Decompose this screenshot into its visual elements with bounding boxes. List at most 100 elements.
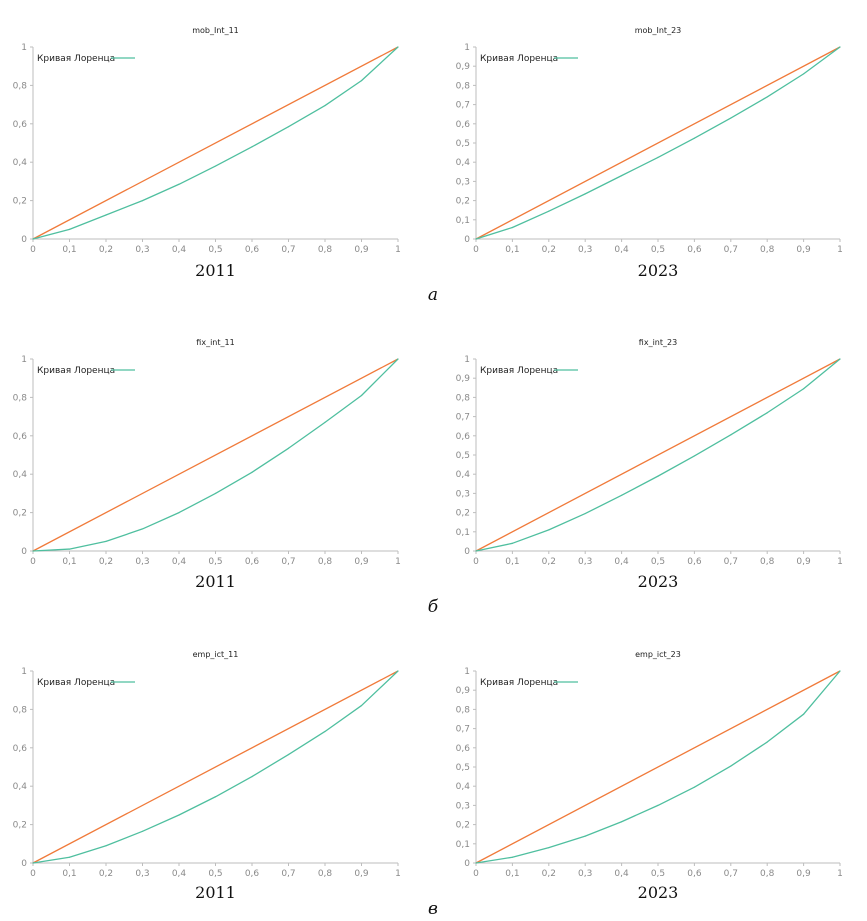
y-tick-label: 0 (21, 547, 27, 557)
chart-emp_ict_11: emp_ict_11 0 0,2 0,4 0,6 0,8 1 0 0,1 0,2 0,3 0,4 0,5… (13, 650, 401, 902)
x-tick-label: 0,1 (62, 869, 76, 879)
lorenz-curve-point (584, 512, 586, 515)
lorenz-curve-point (730, 117, 732, 119)
lorenz-curve-point (657, 475, 659, 477)
lorenz-curve-point (584, 193, 586, 195)
x-tick-label: 0,9 (796, 869, 811, 879)
lorenz-curve-point (511, 226, 513, 229)
chart-fix_int_11: fix_int_11 0 0,2 0,4 0,6 0,8 1 0 0,1 0,2 0,3 0,4 0,5… (13, 338, 401, 591)
lorenz-curve-point (360, 394, 363, 397)
lorenz-curve-point (475, 862, 477, 864)
y-tick-label: 0,8 (456, 81, 471, 91)
x-tick-label: 0,8 (760, 869, 775, 879)
lorenz-curve-point (766, 741, 768, 743)
y-tick-label: 0 (464, 235, 470, 245)
x-tick-label: 1 (837, 557, 843, 567)
y-tick-label: 0,9 (456, 686, 471, 696)
x-tick-label: 0,4 (614, 557, 629, 567)
lorenz-curve-point (693, 455, 696, 457)
lorenz-curve-point (287, 447, 290, 449)
x-tick-label: 0,9 (354, 557, 369, 567)
y-tick-label: 0,8 (456, 705, 471, 715)
y-tick-label: 0,5 (456, 451, 470, 461)
x-tick-label: 0,2 (542, 245, 556, 255)
lorenz-curve-point (32, 862, 34, 864)
y-tick-label: 1 (464, 355, 470, 365)
x-tick-label: 0 (30, 245, 36, 255)
x-tick-label: 0,6 (687, 245, 702, 255)
x-tick-label: 0,1 (62, 557, 76, 567)
chart-mob_Int_23: mob_Int_23 0 0,1 0,2 0,3 0,4 0,5 0,6 0,7 0,8 0,9 1 0… (456, 26, 843, 280)
lorenz-curve-point (105, 540, 107, 543)
lorenz-curve-point (324, 421, 326, 423)
x-tick-label: 0,4 (172, 245, 187, 255)
x-tick-label: 0,5 (651, 245, 665, 255)
equality-line (32, 670, 399, 864)
lorenz-curve-point (287, 126, 290, 128)
year-label: 2011 (195, 572, 236, 591)
x-tick-label: 0,3 (578, 557, 592, 567)
lorenz-curve-point (68, 228, 71, 230)
chart-title: fix_int_23 (639, 338, 677, 347)
lorenz-curve-point (511, 856, 513, 858)
y-tick-label: 0,1 (456, 528, 470, 538)
y-tick-label: 0,7 (456, 725, 470, 735)
y-tick-label: 0,3 (456, 177, 470, 187)
y-tick-label: 0,6 (456, 120, 471, 130)
x-tick-label: 0,3 (578, 869, 592, 879)
legend-label: Кривая Лоренца (37, 366, 115, 376)
y-tick-label: 0,5 (456, 763, 470, 773)
x-tick-label: 0,7 (724, 245, 738, 255)
legend: Кривая Лоренца (37, 366, 135, 376)
y-tick-label: 0,8 (456, 393, 471, 403)
x-tick-label: 0 (473, 869, 479, 879)
x-tick-label: 0,1 (62, 245, 76, 255)
x-tick-label: 0,7 (724, 557, 738, 567)
x-tick-label: 0,6 (245, 869, 260, 879)
legend-label: Кривая Лоренца (480, 54, 558, 64)
y-tick-label: 0 (464, 547, 470, 557)
x-tick-label: 0,6 (687, 557, 702, 567)
y-tick-label: 0,8 (13, 393, 28, 403)
lorenz-curve-point (803, 388, 805, 390)
lorenz-curve-point (839, 670, 841, 672)
y-tick-label: 0,6 (13, 432, 28, 442)
x-tick-label: 0,6 (245, 557, 260, 567)
year-label: 2023 (638, 572, 679, 591)
x-tick-label: 1 (837, 245, 843, 255)
y-tick-label: 0,3 (456, 489, 470, 499)
year-label: 2023 (638, 883, 679, 902)
y-tick-label: 0,4 (13, 470, 28, 480)
y-tick-label: 0 (21, 235, 27, 245)
legend: Кривая Лоренца (480, 54, 578, 64)
x-tick-label: 0,1 (505, 869, 519, 879)
x-tick-label: 0,5 (208, 245, 222, 255)
y-tick-label: 0,4 (13, 782, 28, 792)
chart-emp_ict_23: emp_ict_23 0 0,1 0,2 0,3 0,4 0,5 0,6 0,7 0,8 0,9 1 0… (456, 650, 843, 902)
x-tick-label: 0,3 (135, 557, 149, 567)
lorenz-curve-point (621, 175, 623, 177)
equality-line (475, 670, 841, 864)
y-tick-label: 0,6 (456, 744, 471, 754)
legend-label: Кривая Лоренца (480, 366, 558, 376)
y-tick-label: 1 (21, 667, 27, 677)
y-tick-label: 0,7 (456, 413, 470, 423)
chart-title: emp_ict_23 (635, 650, 681, 659)
x-tick-label: 0,4 (614, 245, 629, 255)
y-tick-label: 1 (21, 355, 27, 365)
year-label: 2011 (195, 261, 236, 280)
x-tick-label: 1 (395, 245, 401, 255)
lorenz-curve-point (693, 786, 696, 788)
legend: Кривая Лоренца (37, 54, 135, 64)
x-tick-label: 0 (473, 557, 479, 567)
x-tick-label: 0 (473, 245, 479, 255)
lorenz-curve-point (32, 550, 34, 552)
y-tick-label: 0,3 (456, 801, 470, 811)
x-tick-label: 0,4 (172, 557, 187, 567)
lorenz-curve-point (251, 471, 253, 473)
y-tick-label: 0,9 (456, 62, 471, 72)
lorenz-curve-point (475, 550, 477, 552)
x-tick-label: 0,4 (172, 869, 187, 879)
x-tick-label: 0,5 (208, 869, 222, 879)
